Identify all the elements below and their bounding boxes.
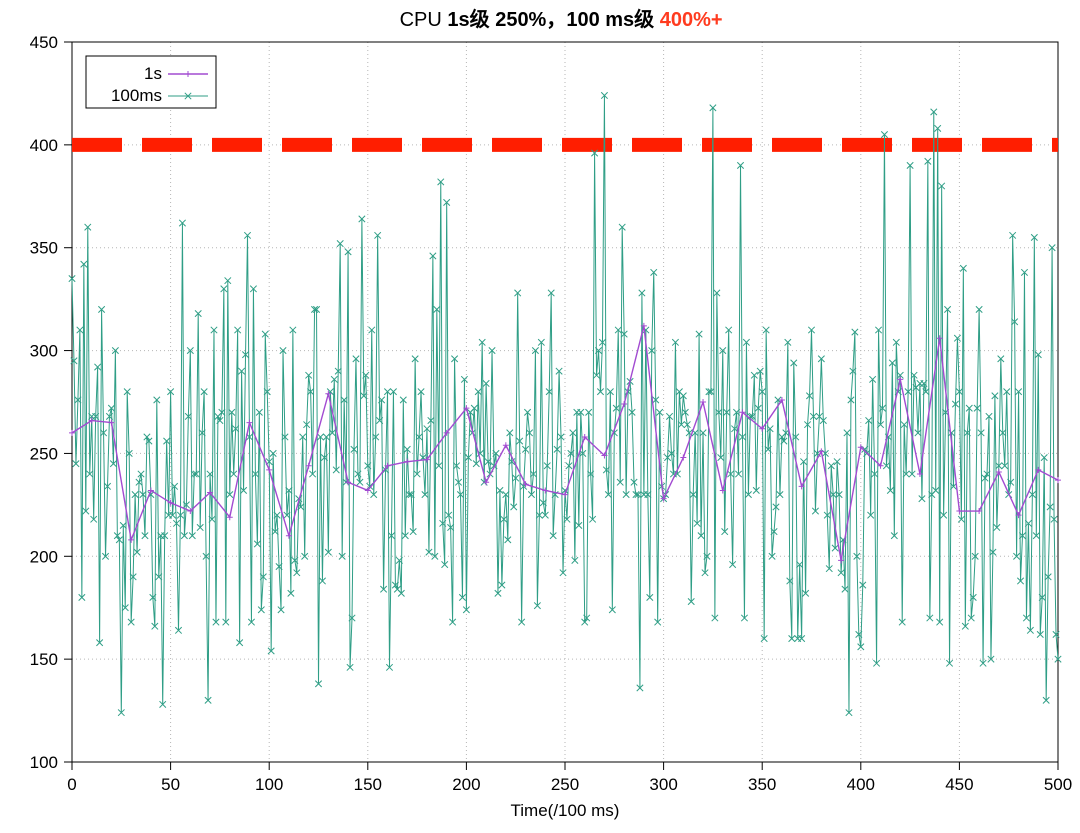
- x-tick-label: 0: [67, 775, 76, 794]
- x-tick-label: 250: [551, 775, 579, 794]
- y-tick-label: 250: [30, 444, 58, 463]
- x-tick-label: 150: [354, 775, 382, 794]
- x-axis-label: Time(/100 ms): [511, 801, 620, 820]
- x-tick-label: 400: [847, 775, 875, 794]
- x-tick-label: 350: [748, 775, 776, 794]
- y-tick-label: 200: [30, 547, 58, 566]
- chart-container: 0 50 100 150 200 250 300 350 400 450 500 100 150 200 2…: [0, 0, 1080, 833]
- y-tick-label: 100: [30, 753, 58, 772]
- x-tick-label: 200: [452, 775, 480, 794]
- x-tick-label: 450: [945, 775, 973, 794]
- chart-title: CPU 1s级 250%，100 ms级 400%+: [400, 7, 723, 31]
- y-tick-label: 350: [30, 239, 58, 258]
- x-tick-label: 50: [161, 775, 180, 794]
- y-tick-label: 150: [30, 650, 58, 669]
- x-tick-label: 100: [255, 775, 283, 794]
- y-tick-label: 400: [30, 136, 58, 155]
- y-tick-label: 450: [30, 33, 58, 52]
- y-tick-label: 300: [30, 342, 58, 361]
- legend-label: 1s: [144, 64, 162, 83]
- cpu-line-chart: 0 50 100 150 200 250 300 350 400 450 500 100 150 200 2…: [0, 0, 1080, 833]
- x-tick-label: 500: [1044, 775, 1072, 794]
- legend-label: 100ms: [111, 86, 162, 105]
- x-tick-label: 300: [649, 775, 677, 794]
